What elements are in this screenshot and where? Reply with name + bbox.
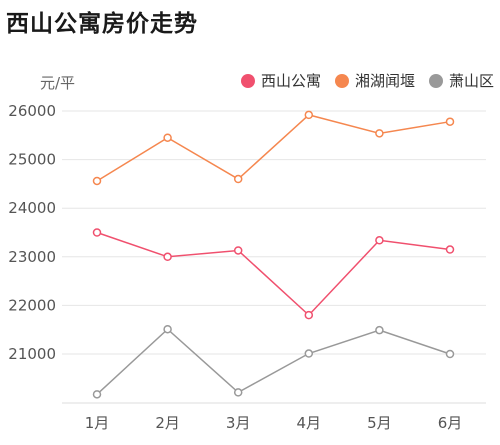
data-point	[233, 246, 243, 255]
legend-item-xianghu[interactable]: 湘湖闻堰	[334, 70, 415, 91]
data-point	[163, 324, 172, 334]
y-tick-label: 25000	[8, 151, 56, 169]
legend-label: 萧山区	[448, 72, 494, 90]
data-point	[233, 174, 243, 184]
chart-title: 西山公寓房价走势	[6, 11, 198, 37]
data-point	[92, 228, 102, 237]
x-tick-label: 5月	[367, 414, 392, 432]
data-point	[233, 388, 243, 397]
legend-label: 湘湖闻堰	[354, 72, 415, 90]
legend-label: 西山公寓	[260, 72, 321, 90]
legend-item-xiaoshan[interactable]: 萧山区	[428, 70, 494, 91]
data-point	[304, 110, 314, 120]
data-point	[445, 245, 455, 254]
data-point	[375, 236, 384, 245]
x-tick-label: 6月	[438, 414, 463, 432]
data-point	[304, 349, 314, 358]
data-point	[445, 349, 455, 359]
x-tick-label: 2月	[155, 414, 180, 432]
data-point	[92, 390, 102, 399]
legend: 西山公寓 湘湖闻堰 萧山区	[240, 70, 494, 91]
legend-dot-icon	[240, 73, 255, 88]
x-tick-label: 4月	[297, 414, 322, 432]
series-line	[96, 231, 451, 317]
data-point	[375, 325, 384, 335]
y-tick-label: 21000	[8, 345, 56, 363]
x-tick-label: 1月	[85, 414, 110, 432]
x-tick-label: 3月	[226, 414, 251, 432]
legend-dot-icon	[334, 73, 349, 88]
data-point	[445, 117, 455, 126]
data-point	[375, 129, 384, 138]
series-line	[96, 114, 451, 182]
y-axis-unit-label: 元/平	[40, 74, 76, 92]
y-tick-label: 24000	[8, 199, 56, 217]
data-point	[163, 252, 172, 262]
data-point	[163, 133, 172, 142]
y-tick-label: 23000	[8, 248, 56, 266]
legend-item-xishan[interactable]: 西山公寓	[240, 70, 321, 91]
y-tick-label: 22000	[8, 296, 56, 314]
series-line	[96, 328, 451, 395]
y-tick-label: 26000	[8, 102, 56, 120]
legend-dot-icon	[428, 73, 443, 88]
data-point	[304, 310, 314, 320]
data-point	[92, 176, 102, 186]
